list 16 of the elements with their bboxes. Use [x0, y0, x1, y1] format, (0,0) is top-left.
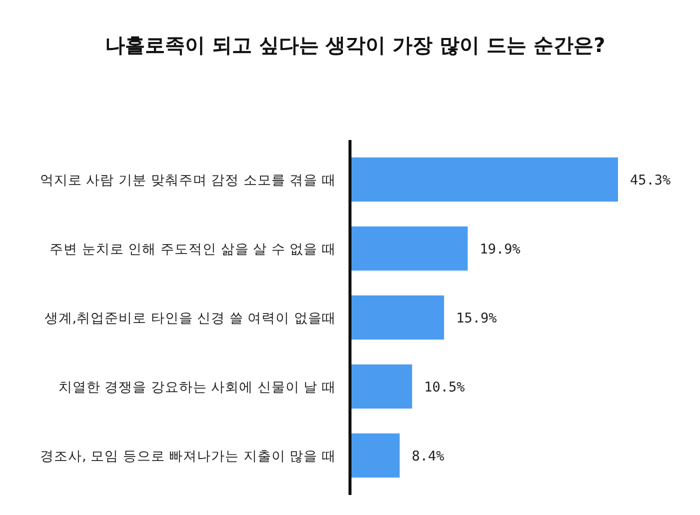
bar — [350, 364, 412, 409]
data-label: 19.9% — [480, 242, 520, 258]
y-tick-label: 경조사, 모임 등으로 빠져나가는 지출이 많을 때 — [40, 448, 336, 464]
bar — [350, 433, 400, 478]
bar — [350, 295, 444, 340]
data-label: 10.5% — [424, 380, 465, 396]
y-tick-label: 주변 눈치로 인해 주도적인 삶을 살 수 없을 때 — [50, 242, 336, 258]
title: 나홀로족이 되고 싶다는 생각이 가장 많이 드는 순간은? — [104, 33, 606, 57]
y-tick-label: 억지로 사람 기분 맞춰주며 감정 소모를 겪을 때 — [40, 172, 336, 188]
data-label: 15.9% — [456, 310, 497, 326]
y-tick-label: 치열한 경쟁을 강요하는 사회에 신물이 날 때 — [58, 380, 336, 396]
bar — [350, 157, 618, 202]
y-tick-label: 생계,취업준비로 타인을 신경 쓸 여력이 없을때 — [44, 310, 336, 326]
bar — [350, 226, 468, 271]
data-label: 8.4% — [412, 448, 444, 464]
data-label: 45.3% — [630, 172, 671, 188]
